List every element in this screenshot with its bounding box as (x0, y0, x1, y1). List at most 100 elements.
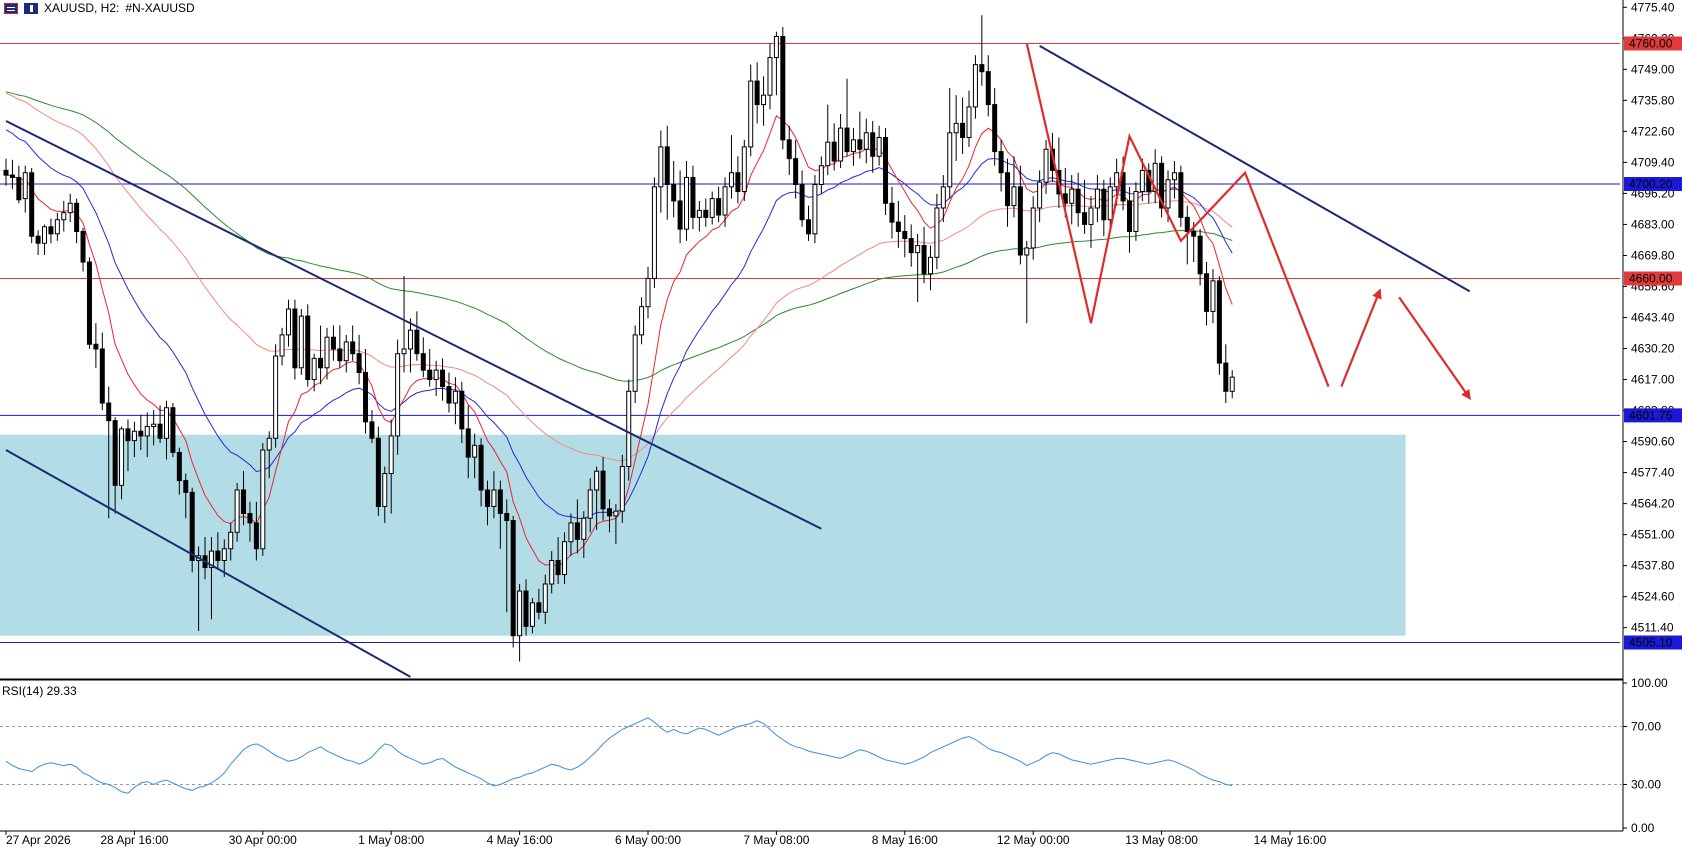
candle (170, 403, 176, 458)
candle (735, 156, 741, 204)
bull-candle-body (324, 336, 330, 369)
bull-candle-body (273, 355, 279, 439)
candle (542, 574, 548, 624)
candle (395, 339, 401, 455)
candle (966, 90, 972, 147)
candle (934, 193, 940, 270)
bear-candle-body (330, 336, 336, 350)
bull-candle-body (407, 329, 413, 350)
bull-candle-body (748, 80, 754, 148)
bear-candle-body (318, 357, 324, 369)
bull-candle-body (228, 531, 234, 550)
candle (343, 334, 349, 373)
candle (401, 276, 407, 373)
candle (741, 139, 747, 201)
bull-candle-body (927, 256, 933, 275)
bull-candle-body (164, 407, 169, 439)
bear-candle-body (420, 353, 426, 371)
candle (22, 165, 28, 213)
candle (61, 200, 67, 232)
bull-candle-body (433, 369, 439, 381)
bull-candle-body (343, 341, 349, 362)
candle (671, 160, 677, 218)
candle (241, 471, 247, 526)
bear-candle-body (189, 491, 195, 561)
y-tick-label: 4590.60 (1631, 435, 1675, 449)
candle (767, 43, 773, 110)
bear-candle-body (356, 353, 362, 373)
candle (1043, 139, 1049, 194)
bear-candle-body (74, 202, 80, 232)
candle (1223, 344, 1229, 404)
rsi-tick-label: 100.00 (1631, 676, 1668, 690)
candle (1204, 262, 1210, 326)
x-tick-label: 1 May 08:00 (358, 833, 424, 847)
candle (806, 205, 811, 241)
bull-candle-body (452, 390, 458, 404)
candle (16, 165, 22, 204)
candle (510, 515, 516, 648)
bear-candle-body (247, 512, 253, 524)
candle (921, 226, 927, 284)
bear-candle-body (86, 261, 92, 345)
bull-candle-body (491, 489, 497, 507)
candle (279, 327, 285, 366)
candle (1133, 182, 1139, 241)
bull-candle-body (966, 106, 972, 138)
candle (953, 95, 959, 161)
y-tick-label: 4749.00 (1631, 62, 1675, 76)
candle (183, 473, 189, 519)
x-tick-label: 7 May 08:00 (743, 833, 809, 847)
bull-candle-body (1030, 207, 1036, 249)
candle (1152, 149, 1158, 204)
bear-candle-body (600, 470, 606, 510)
candle (587, 478, 593, 533)
candle (215, 532, 221, 570)
demand-zone (0, 434, 1406, 636)
bull-candle-body (61, 212, 67, 221)
bear-candle-body (215, 550, 221, 561)
bear-candle-body (786, 139, 792, 160)
bull-candle-body (626, 390, 632, 467)
candle (1082, 179, 1088, 234)
y-tick-label: 4683.00 (1631, 217, 1675, 231)
bear-candle-body (1223, 362, 1229, 392)
bull-candle-body (298, 315, 304, 369)
bull-candle-body (1069, 188, 1075, 204)
bull-candle-body (696, 209, 702, 218)
candle (318, 325, 324, 385)
bull-candle-body (221, 548, 227, 561)
candle (761, 76, 767, 126)
chart-bars-icon[interactable] (4, 2, 18, 14)
candle (716, 186, 722, 223)
bear-candle-body (780, 35, 786, 141)
bear-candle-body (497, 489, 503, 514)
candle (86, 257, 92, 349)
candle (1005, 158, 1011, 227)
candlestick-icon[interactable] (24, 2, 38, 14)
candle (728, 135, 734, 199)
candle (157, 405, 163, 443)
bear-candle-body (998, 151, 1004, 174)
candle (684, 160, 690, 241)
candle (555, 536, 561, 584)
candle (574, 499, 580, 554)
price-level-label: 4505.10 (1629, 636, 1673, 650)
candle (529, 598, 535, 634)
candle (311, 353, 317, 392)
bull-candle-body (632, 334, 638, 392)
rsi-tick-label: 0.00 (1631, 821, 1655, 835)
bear-candle-body (99, 348, 105, 404)
bull-candle-body (131, 430, 137, 442)
candle (337, 325, 343, 368)
candle (260, 442, 266, 556)
bull-candle-body (1107, 186, 1113, 221)
bear-candle-body (703, 209, 709, 218)
bull-candle-body (562, 541, 568, 576)
bear-candle-body (3, 169, 9, 176)
bull-candle-body (1011, 186, 1017, 207)
candle (632, 325, 638, 404)
candle (709, 191, 715, 225)
candle (138, 414, 144, 451)
